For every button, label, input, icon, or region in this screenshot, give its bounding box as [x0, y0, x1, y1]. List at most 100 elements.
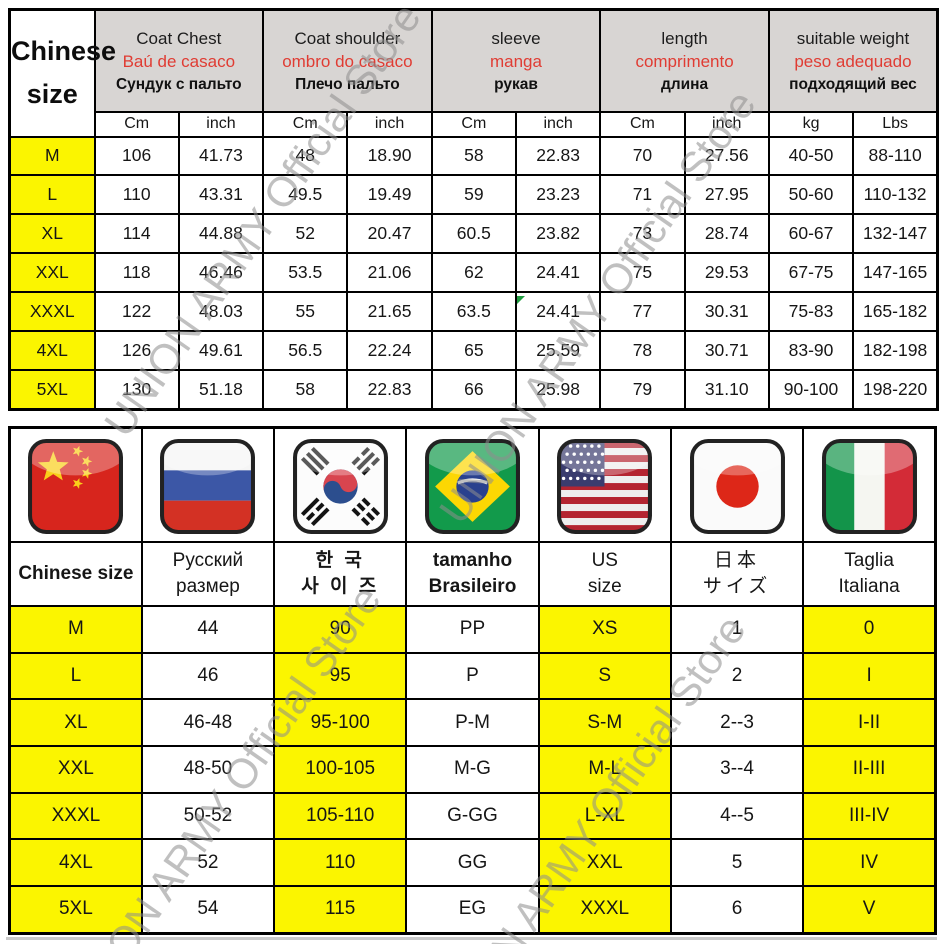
measurement-cell: 28.74 — [683, 213, 770, 255]
conversion-cell: XXL — [537, 838, 672, 887]
measurement-cell: 49.5 — [262, 174, 349, 216]
measurement-cell: 24.41 — [514, 252, 602, 293]
measurement-cell: 53.5 — [262, 252, 349, 293]
conversion-row: M 44 90 PP XS 1 0 — [8, 605, 937, 654]
measurement-cell: 31.10 — [683, 368, 770, 411]
measurement-cell: 71 — [599, 174, 686, 216]
size-label-cell: 4XL — [8, 329, 96, 371]
flag-cell — [140, 426, 276, 543]
column-group-coat-chest: Coat Chest Baú de casaco Сундук с пальто — [93, 8, 265, 113]
measurement-cell: 22.83 — [514, 135, 602, 177]
measurement-cell: 60-67 — [767, 213, 855, 255]
column-title-ru: длина — [660, 76, 709, 94]
unit-header: inch — [346, 110, 433, 138]
column-title-ru: рукав — [494, 76, 538, 94]
conversion-row: 4XL 52 110 GG XXL 5 IV — [8, 838, 937, 887]
conversion-header-line: 日本 — [714, 550, 761, 572]
measurement-cell: 165-182 — [852, 291, 939, 332]
conversion-cell: 3--4 — [669, 744, 805, 794]
column-title-pt: comprimento — [635, 52, 734, 72]
measurement-cell: 126 — [93, 329, 180, 371]
conversion-cell: S — [537, 651, 672, 701]
measurement-cell: 75 — [599, 252, 686, 293]
column-title-en: Coat shoulder — [294, 29, 401, 49]
unit-header: Cm — [430, 110, 517, 138]
measurement-cell: 25.59 — [514, 329, 602, 371]
measurement-cell: 23.23 — [514, 174, 602, 216]
measurement-cell: 48.03 — [177, 291, 265, 332]
conversion-header-cell: Русский размер — [140, 541, 276, 607]
conversion-row: XXXL 50-52 105-110 G-GG L-XL 4--5 III-IV — [8, 791, 937, 841]
conversion-header-line: Brasileiro — [428, 576, 517, 597]
size-label-cell: 5XL — [8, 368, 96, 411]
measurement-cell: 132-147 — [852, 213, 939, 255]
measurement-cell: 48 — [262, 135, 349, 177]
measurement-cell: 83-90 — [767, 329, 855, 371]
conversion-header-cell: Taglia Italiana — [802, 541, 937, 607]
measurement-cell: 20.47 — [346, 213, 433, 255]
brazil-flag-icon — [424, 438, 520, 534]
conversion-cell: M-G — [405, 744, 540, 794]
unit-header: Cm — [599, 110, 686, 138]
column-title-pt: ombro do casaco — [282, 52, 413, 72]
conversion-cell: 2--3 — [669, 698, 805, 747]
unit-header: inch — [514, 110, 602, 138]
conversion-cell: I — [802, 651, 937, 701]
size-measurement-table: Chinese size Coat Chest Baú de casaco Су… — [8, 8, 939, 411]
conversion-cell: 1 — [669, 605, 805, 654]
italy-flag-icon — [821, 438, 917, 534]
size-row: L 110 43.31 49.5 19.49 59 23.23 71 27.95 50-60 110… — [8, 174, 939, 216]
column-title-ru: Сундук с пальто — [115, 76, 242, 94]
size-row: M 106 41.73 48 18.90 58 22.83 70 27.56 40-50 88-11… — [8, 135, 939, 177]
corner-title-line: Chinese — [11, 36, 117, 67]
unit-header: kg — [767, 110, 855, 138]
size-label-cell: M — [8, 135, 96, 177]
conversion-cell: 52 — [140, 838, 276, 887]
measurement-cell: 122 — [93, 291, 180, 332]
conversion-cell: S-M — [537, 698, 672, 747]
size-row: XL 114 44.88 52 20.47 60.5 23.82 73 28.74 60-67 13… — [8, 213, 939, 255]
conversion-header-line: Italiana — [838, 576, 900, 597]
column-title-en: length — [661, 29, 708, 49]
conversion-row: XXL 48-50 100-105 M-G M-L 3--4 II-III — [8, 744, 937, 794]
flag-cell — [537, 426, 672, 543]
size-row: 4XL 126 49.61 56.5 22.24 65 25.59 78 30.71 83-90 1… — [8, 329, 939, 371]
column-title-ru: Плечо пальто — [295, 76, 400, 94]
conversion-cell: 46-48 — [140, 698, 276, 747]
conversion-cell: M — [8, 605, 143, 654]
conversion-cell: 4XL — [8, 838, 143, 887]
measurement-cell: 52 — [262, 213, 349, 255]
size-label-cell: XL — [8, 213, 96, 255]
conversion-cell: II-III — [802, 744, 937, 794]
conversion-cell: 2 — [669, 651, 805, 701]
unit-header: Cm — [93, 110, 180, 138]
conversion-header-line: サイズ — [702, 576, 772, 597]
measurement-cell: 50-60 — [767, 174, 855, 216]
measurement-cell: 21.06 — [346, 252, 433, 293]
column-title-pt: manga — [489, 52, 542, 72]
conversion-row: L 46 95 P S 2 I — [8, 651, 937, 701]
measurement-cell: 73 — [599, 213, 686, 255]
size-row: 5XL 130 51.18 58 22.83 66 25.98 79 31.10 90-100 19… — [8, 368, 939, 411]
measurement-cell: 30.31 — [683, 291, 770, 332]
flag-cell — [405, 426, 540, 543]
measurement-cell: 29.53 — [683, 252, 770, 293]
measurement-cell: 110-132 — [852, 174, 939, 216]
measurement-cell: 49.61 — [177, 329, 265, 371]
measurement-cell: 22.83 — [346, 368, 433, 411]
conversion-cell: 5 — [669, 838, 805, 887]
measurement-cell: 40-50 — [767, 135, 855, 177]
conversion-cell: L — [8, 651, 143, 701]
measurement-cell: 79 — [599, 368, 686, 411]
conversion-header-cell: tamanho Brasileiro — [405, 541, 540, 607]
measurement-cell: 182-198 — [852, 329, 939, 371]
china-flag-icon — [28, 438, 124, 534]
conversion-cell: 115 — [273, 884, 408, 935]
measurement-cell: 110 — [93, 174, 180, 216]
conversion-cell: EG — [405, 884, 540, 935]
conversion-cell: 6 — [669, 884, 805, 935]
column-group-length: length comprimento длина — [599, 8, 770, 113]
column-group-coat-shoulder: Coat shoulder ombro do casaco Плечо паль… — [262, 8, 433, 113]
conversion-cell: G-GG — [405, 791, 540, 841]
